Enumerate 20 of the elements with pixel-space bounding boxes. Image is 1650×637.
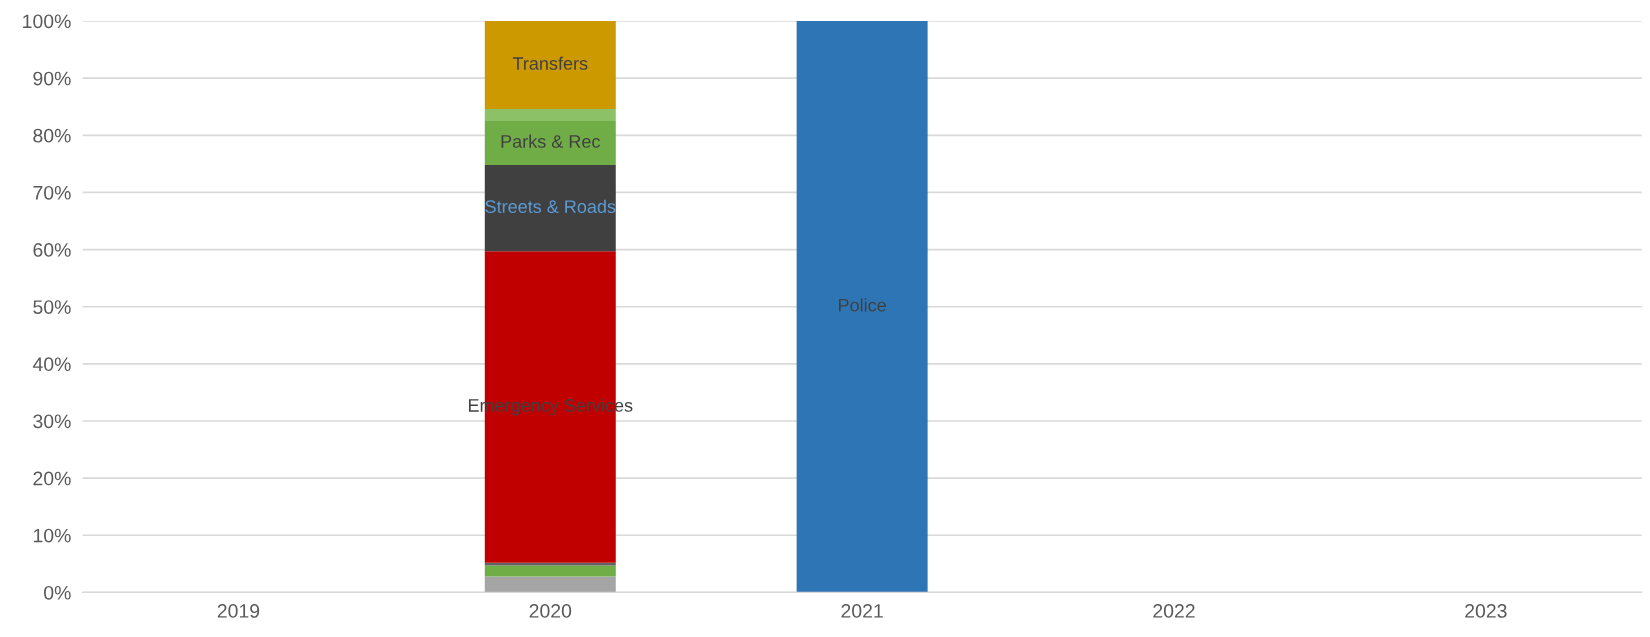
series-label: Police — [839, 298, 886, 312]
x-tick-label: 2020 — [529, 604, 572, 618]
x-tick-label: 2019 — [217, 604, 260, 618]
y-tick-label: 30% — [33, 414, 71, 429]
series-label: Parks & Rec — [501, 134, 600, 148]
y-tick-label: 10% — [33, 528, 71, 543]
x-tick-label: 2023 — [1465, 604, 1507, 618]
x-tick-label: 2021 — [841, 604, 883, 618]
y-tick-label: 80% — [33, 128, 71, 143]
x-tick-label: 2022 — [1153, 604, 1195, 618]
y-tick-label: 60% — [33, 243, 71, 257]
y-tick-label: 20% — [33, 471, 71, 486]
y-tick-label: 100% — [23, 14, 71, 29]
series-label: Streets & Roads — [485, 199, 616, 213]
y-tick-label: 50% — [33, 300, 71, 314]
series-label: Transfers — [512, 56, 588, 70]
y-tick-label: 0% — [44, 585, 71, 600]
y-tick-label: 90% — [33, 71, 71, 86]
y-tick-label: 70% — [33, 185, 71, 200]
y-tick-label: 40% — [32, 357, 71, 372]
